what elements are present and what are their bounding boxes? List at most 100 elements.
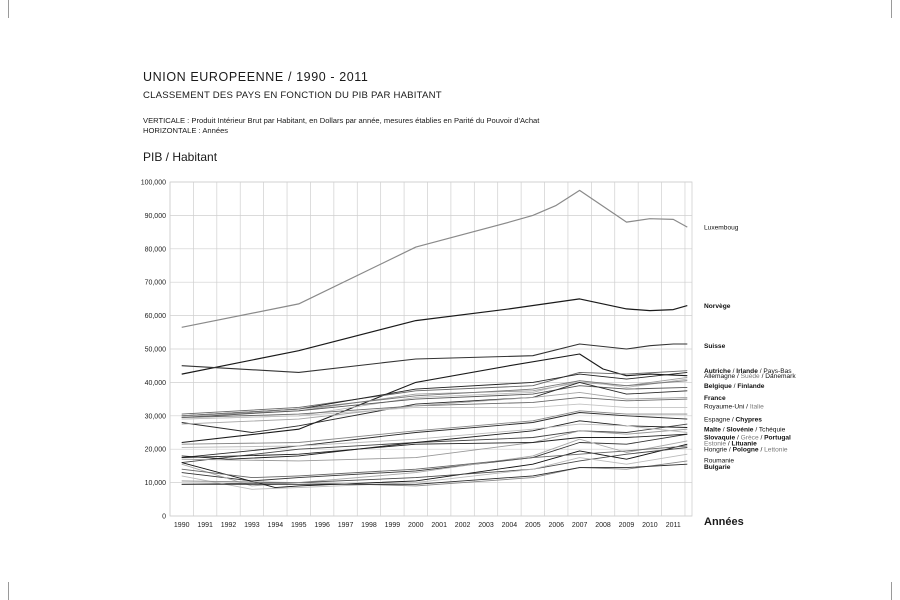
- crop-mark: [8, 0, 9, 18]
- vertical-axis-description: VERTICALE : Produit Intérieur Brut par H…: [143, 116, 540, 125]
- series-label: Malte / Slovénie / Tchéquie: [704, 427, 786, 434]
- series-label: Roumanie: [704, 457, 734, 464]
- series-label: Luxemboug: [704, 225, 739, 232]
- y-tick-label: 0: [162, 514, 166, 521]
- chart-subtitle: CLASSEMENT DES PAYS EN FONCTION DU PIB P…: [143, 90, 442, 101]
- series-line-pologne: [181, 447, 688, 485]
- series-label-part: Lettonie: [764, 447, 788, 454]
- series-line-norvège: [181, 298, 688, 375]
- series-line-lettonie: [181, 453, 688, 490]
- x-tick-label: 2004: [502, 522, 518, 529]
- series-label-part: /: [759, 447, 765, 454]
- y-tick-label: 50,000: [145, 347, 167, 354]
- y-tick-label: 10,000: [145, 480, 167, 487]
- series-line-danemark: [181, 380, 688, 417]
- series-label-part: Estonie: [704, 441, 726, 448]
- series-label-part: Italie: [750, 403, 764, 410]
- y-tick-label: 80,000: [145, 246, 167, 253]
- series-line-espagne: [181, 410, 688, 445]
- x-tick-label: 1991: [197, 522, 213, 529]
- series-label-part: Slovaquie: [704, 434, 735, 441]
- series-line-suisse: [181, 343, 688, 373]
- series-label-part: Malte: [704, 427, 721, 434]
- x-tick-label: 2008: [595, 522, 611, 529]
- series-label-part: Belgique: [704, 383, 732, 390]
- x-tick-label: 1995: [291, 522, 307, 529]
- series-label-part: Espagne: [704, 417, 730, 424]
- series-label-part: /: [735, 434, 741, 441]
- series-label-part: Portugal: [764, 434, 791, 441]
- series-label: Bulgarie: [704, 464, 731, 471]
- x-tick-label: 2000: [408, 522, 424, 529]
- series-label-part: /: [758, 368, 764, 375]
- series-line-malte: [181, 423, 688, 464]
- chart-title: UNION EUROPEENNE / 1990 - 2011: [143, 70, 369, 84]
- series-label: Allemagne / Suède / Danemark: [704, 373, 796, 380]
- x-tick-label: 2003: [478, 522, 494, 529]
- x-tick-label: 1990: [174, 522, 190, 529]
- series-label-part: /: [726, 441, 732, 448]
- series-label-part: Chypres: [736, 417, 763, 424]
- series-label-part: Royaume-Uni: [704, 403, 745, 410]
- series-label-part: Irlande: [736, 368, 758, 375]
- x-axis-label: Années: [704, 516, 744, 528]
- series-label-part: Autriche: [704, 368, 731, 375]
- y-tick-label: 90,000: [145, 213, 167, 220]
- y-tick-label: 40,000: [145, 380, 167, 387]
- x-tick-label: 2006: [548, 522, 564, 529]
- series-label-part: Grèce: [741, 434, 759, 441]
- x-tick-label: 1996: [314, 522, 330, 529]
- series-label: Espagne / Chypres: [704, 417, 762, 424]
- series-line-chypres: [181, 412, 688, 459]
- series-label: France: [704, 395, 726, 402]
- series-line-estonie: [181, 438, 688, 487]
- series-label-part: Finlande: [737, 383, 764, 390]
- series-label-part: /: [735, 373, 741, 380]
- y-tick-label: 60,000: [145, 313, 167, 320]
- series-label-part: /: [744, 403, 750, 410]
- y-tick-label: 30,000: [145, 413, 167, 420]
- x-tick-label: 2011: [666, 522, 681, 529]
- series-line-luxembourg: [181, 189, 688, 328]
- series-label: Autriche / Irlande / Pays-Bas: [704, 368, 792, 375]
- series-label-part: Roumanie: [704, 457, 734, 464]
- x-tick-label: 2001: [431, 522, 447, 529]
- series-line-portugal: [181, 433, 688, 459]
- x-tick-label: 2010: [642, 522, 658, 529]
- y-tick-label: 100,000: [141, 180, 166, 187]
- series-label-part: Allemagne: [704, 373, 735, 380]
- crop-mark: [891, 582, 892, 600]
- series-label-part: Suisse: [704, 343, 726, 350]
- series-label-part: Pays-Bas: [763, 368, 792, 375]
- series-line-autriche: [181, 370, 688, 415]
- x-tick-label: 2007: [572, 522, 588, 529]
- series-label: Slovaquie / Grèce / Portugal: [704, 434, 791, 441]
- series-label-part: /: [727, 447, 733, 454]
- x-tick-label: 1997: [338, 522, 354, 529]
- series-label-part: Bulgarie: [704, 464, 731, 471]
- crop-mark: [8, 582, 9, 600]
- series-line-belgique: [181, 385, 688, 418]
- series-label-part: /: [753, 427, 758, 434]
- series-line-bulgarie: [181, 463, 688, 485]
- series-label-part: Lituanie: [732, 441, 758, 448]
- series-label: Belgique / Finlande: [704, 383, 765, 390]
- series-label: Suisse: [704, 343, 726, 350]
- y-tick-label: 70,000: [145, 280, 167, 287]
- series-label: Royaume-Uni / Italie: [704, 403, 764, 410]
- series-line-hongrie: [181, 445, 688, 479]
- series-label-part: Danemark: [765, 373, 796, 380]
- x-tick-label: 1994: [268, 522, 284, 529]
- x-tick-label: 2009: [619, 522, 635, 529]
- x-tick-label: 1998: [361, 522, 377, 529]
- series-label-part: Slovénie: [726, 427, 753, 434]
- series-label-part: Hongrie: [704, 447, 727, 454]
- series-line-royaume-uni: [181, 391, 688, 425]
- series-line-slovénie: [181, 420, 688, 460]
- series-line-italie: [181, 403, 688, 420]
- x-tick-label: 1999: [385, 522, 401, 529]
- series-label-part: /: [760, 373, 766, 380]
- series-label-part: Tchéquie: [759, 427, 786, 434]
- series-label: Hongrie / Pologne / Lettonie: [704, 447, 788, 454]
- series-label: Estonie / Lituanie: [704, 441, 757, 448]
